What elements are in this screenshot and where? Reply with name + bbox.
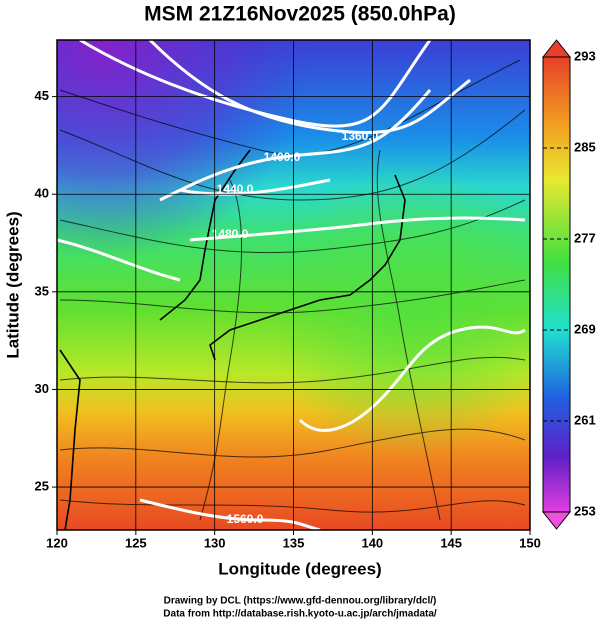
contour-label: 1440.0	[217, 182, 254, 196]
y-tick-label: 30	[35, 381, 49, 396]
x-tick-label: 125	[125, 535, 147, 550]
colorbar-tick-label: 285	[574, 139, 596, 154]
x-tick-label: 130	[204, 535, 226, 550]
x-axis-label: Longitude (degrees)	[218, 559, 381, 578]
title: MSM 21Z16Nov2025 (850.0hPa)	[144, 3, 456, 26]
colorbar-tick-label: 269	[574, 321, 596, 336]
colorbar	[541, 39, 572, 530]
colorbar-tick-label: 277	[574, 230, 596, 245]
y-tick-label: 25	[35, 478, 49, 493]
contour-label: 1480.0	[212, 227, 249, 241]
contour-label: 1360.0	[342, 129, 379, 143]
x-tick-label: 145	[440, 535, 462, 550]
y-tick-label: 45	[35, 88, 49, 103]
x-tick-label: 120	[46, 535, 68, 550]
y-tick-label: 40	[35, 186, 49, 201]
colorbar-tick-label: 253	[574, 503, 596, 518]
x-tick-label: 140	[361, 535, 383, 550]
footer-line: Drawing by DCL (https://www.gfd-dennou.o…	[164, 596, 437, 607]
footer-line: Data from http://database.rish.kyoto-u.a…	[163, 609, 437, 620]
x-tick-label: 150	[519, 535, 541, 550]
y-axis-label: Latitude (degrees)	[3, 211, 22, 358]
contour-label: 1560.0	[227, 512, 264, 526]
contour-label: 1400.0	[264, 150, 301, 164]
colorbar-tick-label: 261	[574, 412, 596, 427]
colorbar-tick-label: 293	[574, 48, 596, 63]
x-tick-label: 135	[283, 535, 305, 550]
y-tick-label: 35	[35, 283, 49, 298]
